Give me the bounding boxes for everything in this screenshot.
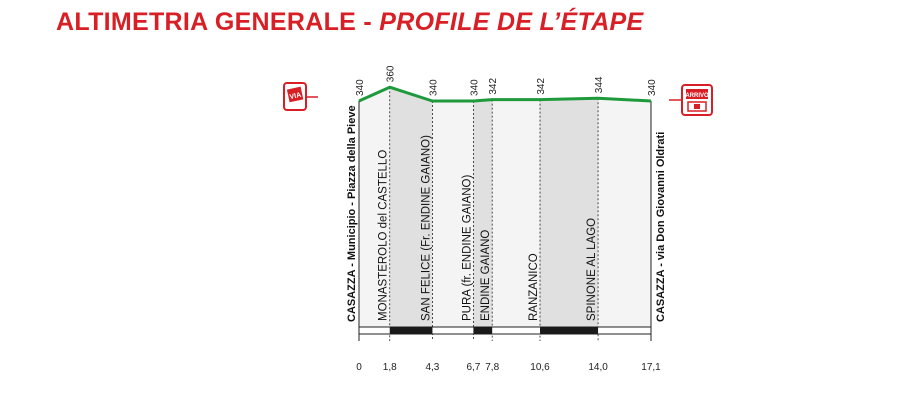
altitude-label: 360 — [386, 65, 397, 82]
location-label: MONASTEROLO del CASTELLO — [378, 150, 390, 321]
title-french: PROFILE DE L’ÉTAPE — [379, 8, 644, 36]
profile-area-segment — [359, 87, 390, 327]
location-label: SPINONE AL LAGO — [586, 218, 598, 321]
altitude-profile-line — [358, 85, 652, 103]
altitude-label: 344 — [594, 76, 605, 93]
profile-area-segment — [540, 98, 599, 328]
altitude-label: 340 — [647, 79, 658, 96]
km-tick-label: 14,0 — [588, 362, 608, 373]
location-label: CASAZZA - Municipio - Piazza della Pieve — [346, 105, 358, 322]
finish-icon-text: ARRIVO — [685, 93, 709, 99]
title-separator: - — [363, 8, 373, 36]
location-label: PURA (fr. ENDINE GAIANO) — [461, 175, 473, 321]
km-tick-label: 1,8 — [383, 362, 397, 373]
profile-area-segment — [389, 87, 433, 327]
title-italian: ALTIMETRIA GENERALE — [56, 8, 357, 36]
km-scale-bar-segment — [389, 327, 433, 334]
km-tick-label: 10,6 — [530, 362, 550, 373]
km-tick-label: 17,1 — [641, 362, 661, 373]
km-scale-bar-segment — [473, 327, 493, 334]
altitude-label: 342 — [488, 77, 499, 94]
km-scale-bar-segment — [540, 327, 599, 334]
profile-area-segment — [473, 99, 493, 328]
altitude-label: 342 — [536, 77, 547, 94]
altitude-label: 340 — [428, 79, 439, 96]
location-label: RANZANICO — [528, 253, 540, 321]
location-label: SAN FELICE (Fr. ENDINE GAIANO) — [420, 135, 432, 321]
page-title: ALTIMETRIA GENERALE - PROFILE DE L’ÉTAPE — [56, 8, 644, 37]
altitude-label: 340 — [355, 79, 366, 96]
km-tick-label: 6,7 — [466, 362, 480, 373]
location-label: CASAZZA - via Don Giovanni Oldrati — [655, 132, 667, 322]
profile-area-segment — [598, 98, 651, 328]
profile-area-segment — [432, 101, 474, 327]
finish-flag-icon: ARRIVO — [669, 84, 713, 116]
km-tick-label: 0 — [356, 362, 362, 373]
location-label: ENDINE GAIANO — [480, 230, 492, 321]
altitude-label: 340 — [469, 79, 480, 96]
km-tick-label: 7,8 — [485, 362, 499, 373]
profile-area-segment — [492, 99, 541, 328]
km-tick-label: 4,3 — [425, 362, 439, 373]
start-icon-text: VIA — [289, 92, 302, 101]
km-scale-bar — [358, 326, 652, 335]
start-flag-icon: VIA — [283, 82, 318, 111]
